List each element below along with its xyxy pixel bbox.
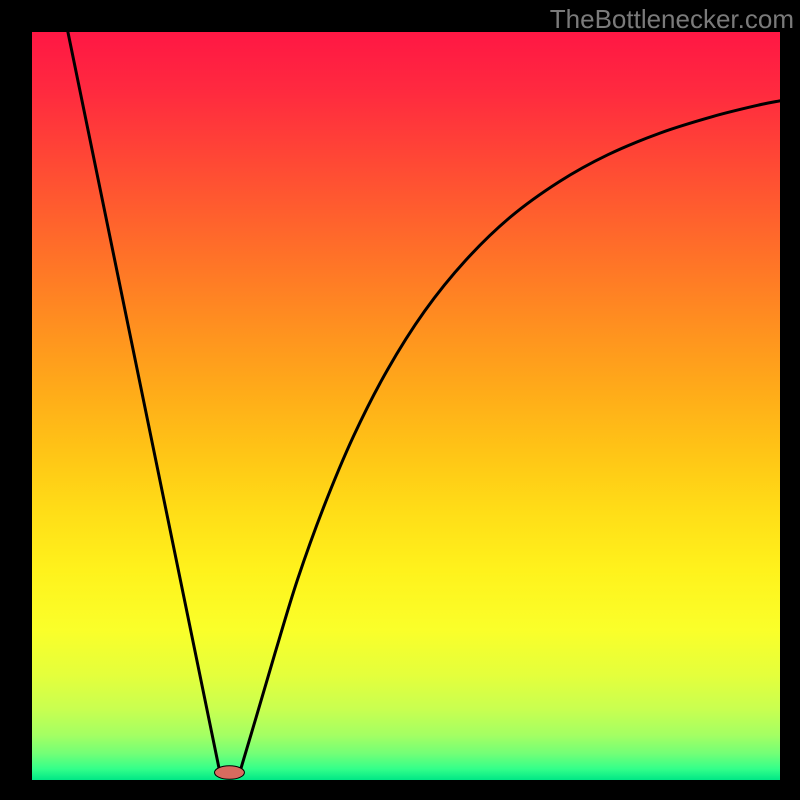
chart-stage: TheBottlenecker.com — [0, 0, 800, 800]
plot-area — [32, 32, 780, 780]
chart-svg — [32, 32, 780, 780]
minimum-marker — [215, 766, 245, 779]
watermark-text: TheBottlenecker.com — [550, 4, 794, 35]
